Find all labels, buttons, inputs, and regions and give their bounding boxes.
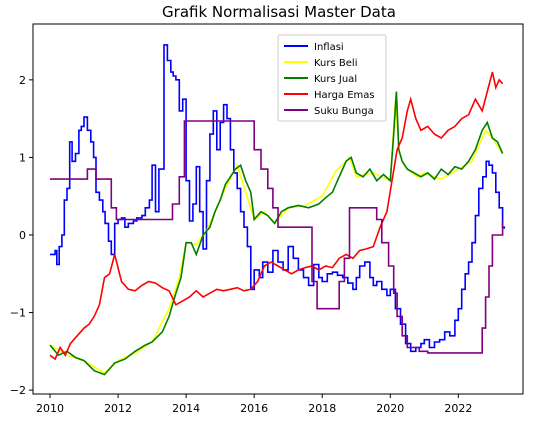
- legend-label: Kurs Beli: [314, 58, 357, 69]
- x-axis: 2010 2012 2014 2016 2018 2020 2022: [36, 394, 472, 415]
- x-tick-label: 2012: [104, 402, 132, 415]
- y-tick-label: 2: [19, 74, 26, 87]
- x-tick-label: 2016: [240, 402, 268, 415]
- x-tick-label: 2018: [308, 402, 336, 415]
- y-tick-label: 0: [19, 229, 26, 242]
- legend-label: Suku Bunga: [314, 106, 374, 117]
- legend-label: Kurs Jual: [314, 74, 357, 85]
- series-line-harga-emas: [49, 71, 504, 361]
- x-tick-label: 2014: [172, 402, 200, 415]
- legend-label: Harga Emas: [314, 90, 375, 101]
- x-tick-label: 2022: [444, 402, 472, 415]
- legend-label: Inflasi: [314, 42, 344, 53]
- x-tick-label: 2020: [376, 402, 404, 415]
- legend-box: [277, 34, 387, 122]
- x-tick-label: 2010: [36, 402, 64, 415]
- chart-title: Grafik Normalisasi Master Data: [162, 3, 396, 21]
- series-line-kurs-jual: [49, 91, 504, 376]
- legend: Inflasi Kurs Beli Kurs Jual Harga Emas Suku …: [277, 34, 387, 122]
- series-line-suku-bunga: [50, 120, 504, 354]
- plot-frame: [32, 23, 524, 395]
- y-tick-label: −1: [10, 307, 26, 320]
- y-tick-label: 1: [19, 151, 26, 164]
- series-line-inflasi: [50, 44, 506, 353]
- y-axis: −2 −1 0 1 2: [10, 74, 33, 397]
- series-line-kurs-beli: [49, 99, 504, 375]
- y-tick-label: −2: [10, 384, 26, 397]
